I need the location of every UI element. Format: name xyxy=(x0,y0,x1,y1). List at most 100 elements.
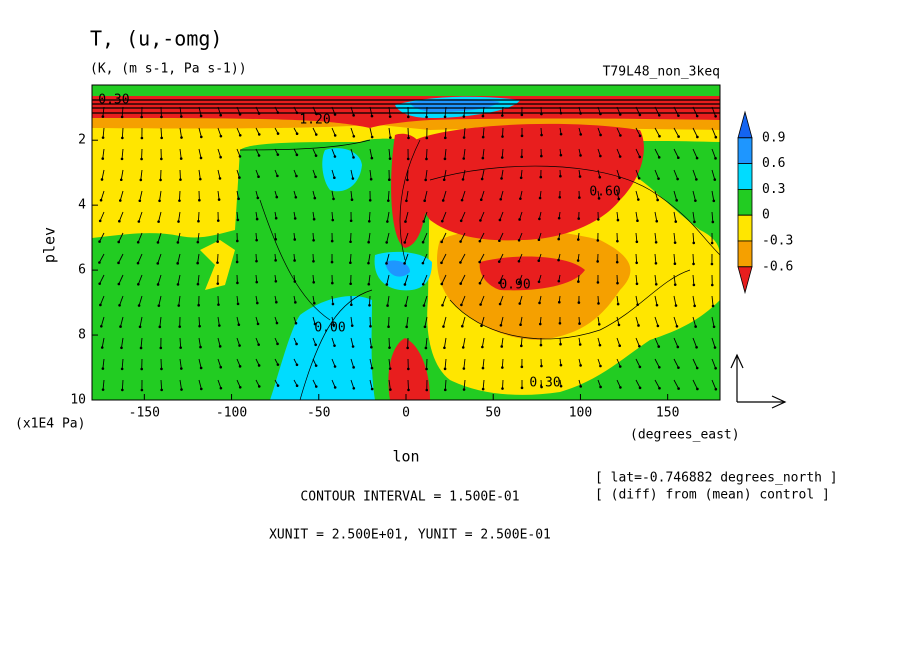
vector-head xyxy=(120,115,124,119)
vector-head xyxy=(537,259,541,263)
vector xyxy=(635,274,638,284)
vector-head xyxy=(517,281,521,284)
vector-head xyxy=(238,365,242,368)
vector xyxy=(388,148,391,159)
vector xyxy=(368,211,371,222)
vector xyxy=(369,379,373,390)
vector-head xyxy=(657,156,661,159)
vector xyxy=(119,295,124,306)
vector-head xyxy=(98,282,101,285)
vector xyxy=(460,211,466,221)
vector xyxy=(711,190,715,201)
vector-head xyxy=(256,301,259,305)
vector-head xyxy=(352,366,355,369)
vector-head xyxy=(677,387,680,390)
vector-head xyxy=(388,346,391,349)
vector-head xyxy=(559,384,563,388)
vector-head xyxy=(180,367,183,370)
vector-head xyxy=(238,133,242,137)
vector-head xyxy=(276,384,280,387)
vector xyxy=(673,232,676,243)
vector-head xyxy=(692,241,696,245)
vector xyxy=(501,358,504,368)
vector-head xyxy=(695,366,699,370)
vector-head xyxy=(198,324,201,328)
vector xyxy=(616,127,621,136)
vector-head xyxy=(459,219,463,223)
vector xyxy=(102,106,105,117)
vector xyxy=(102,148,105,159)
vector xyxy=(479,232,485,242)
vector xyxy=(673,190,678,201)
vector xyxy=(423,295,428,306)
vector-head xyxy=(654,282,658,286)
vector-head xyxy=(120,367,124,371)
vector-head xyxy=(637,176,641,180)
vector-head xyxy=(101,388,105,391)
vector-head xyxy=(156,262,160,265)
vector-head xyxy=(694,325,697,328)
vector xyxy=(441,211,447,222)
vector-head xyxy=(481,135,485,139)
vector-head xyxy=(711,220,715,224)
vector-head xyxy=(538,217,541,221)
vector xyxy=(236,127,241,136)
vector-head xyxy=(478,281,482,285)
vector-head xyxy=(443,157,447,161)
vector-head xyxy=(238,344,241,347)
vector xyxy=(121,148,124,159)
vector xyxy=(159,190,162,201)
vector xyxy=(424,190,428,201)
vector-head xyxy=(461,178,465,181)
vector-head xyxy=(619,386,622,389)
colorbar-label: -0.6 xyxy=(762,259,793,274)
vector xyxy=(236,316,240,325)
vector-head xyxy=(578,196,581,199)
vector-head xyxy=(404,220,407,223)
vector-head xyxy=(462,388,466,391)
vector-head xyxy=(617,323,621,327)
vector-head xyxy=(499,197,503,201)
vector-head xyxy=(578,343,582,346)
vector xyxy=(424,316,428,327)
vector xyxy=(369,148,373,159)
vector xyxy=(217,316,220,326)
vector-head xyxy=(498,302,502,306)
vector xyxy=(331,211,334,221)
vector xyxy=(99,295,105,306)
vector xyxy=(616,379,621,388)
vector xyxy=(635,148,641,158)
vector-head xyxy=(540,154,543,158)
vector-head xyxy=(443,346,446,350)
vector xyxy=(654,148,660,158)
vector xyxy=(369,106,373,117)
vector-head xyxy=(256,322,260,326)
vector-head xyxy=(713,178,717,181)
vector xyxy=(331,127,336,136)
vector-head xyxy=(501,135,504,138)
vector-head xyxy=(443,388,447,392)
vector xyxy=(197,232,200,243)
vector xyxy=(137,253,143,264)
vector-head xyxy=(538,196,542,200)
y-tick-label: 10 xyxy=(70,393,86,408)
vector-head xyxy=(255,259,258,263)
vector-head xyxy=(481,387,485,391)
vector-head xyxy=(235,260,239,264)
vector xyxy=(368,253,371,264)
vector-head xyxy=(217,303,220,306)
vector xyxy=(501,106,504,116)
vector xyxy=(119,190,124,201)
vector xyxy=(462,337,466,348)
vector-head xyxy=(579,385,583,388)
vector-head xyxy=(333,176,336,180)
vector-head xyxy=(156,241,160,244)
contour-label: -0.30 xyxy=(90,93,129,108)
vector xyxy=(386,232,390,243)
vector xyxy=(479,211,485,221)
vector xyxy=(616,169,620,178)
vector xyxy=(500,190,504,200)
vector-head xyxy=(312,280,316,284)
vector-head xyxy=(160,136,163,140)
contour-label: 0.90 xyxy=(499,278,530,293)
